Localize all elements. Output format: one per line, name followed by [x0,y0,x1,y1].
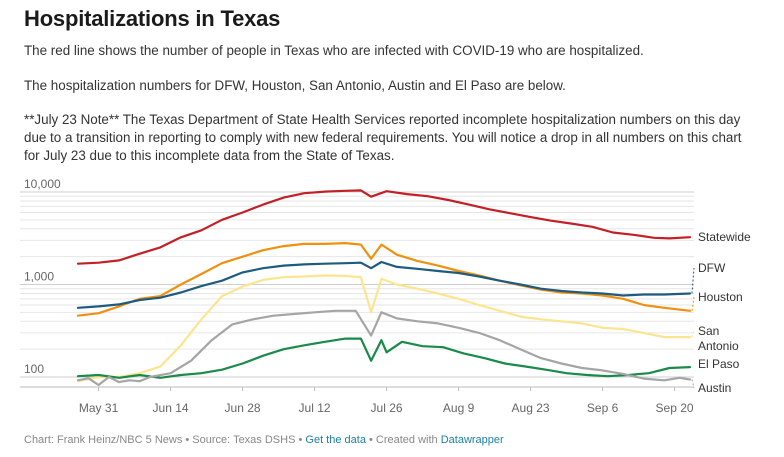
x-tick-label: Sep 20 [656,401,694,415]
series-line-statewide [76,189,692,265]
x-tick-label: Jul 26 [371,401,403,415]
series-label-houston: Houston [698,290,743,304]
series-line-san-antonio [76,274,692,383]
label-leader-san-antonio [691,330,695,338]
series-label-austin: Austin [698,381,731,395]
x-tick-label: Jun 28 [225,401,261,415]
description-paragraph-2: The hospitalization numbers for DFW, Hou… [24,78,566,93]
page-title: Hospitalizations in Texas [24,6,281,31]
series-label-el-paso: El Paso [698,357,740,371]
footer-separator: • [182,434,193,446]
label-leader-dfw [691,267,695,294]
series-line-el-paso [76,337,692,379]
chart-footer: Chart: Frank Heinz/NBC 5 News • Source: … [24,434,504,446]
series-label-statewide: Statewide [698,230,751,244]
created-with-text: Created with [375,434,441,446]
x-tick-label: Aug 23 [512,401,550,415]
get-the-data-link[interactable]: Get the data [305,434,366,446]
chart-credit: Chart: Frank Heinz/NBC 5 News [24,434,183,446]
description-paragraph-1: The red line shows the number of people … [24,43,644,58]
y-tick-label: 1,000 [24,270,54,284]
x-tick-label: Aug 9 [443,401,475,415]
datawrapper-link[interactable]: Datawrapper [440,434,504,446]
series-line-dfw [76,260,692,309]
x-tick-label: Sep 6 [587,401,619,415]
y-tick-label: 10,000 [24,177,61,191]
hospitalization-line-chart: 100 1,000 10,000 May 31 Jun 14 Jun 28 Jul 12 Ju… [20,177,751,415]
series-label-dfw: DFW [698,261,726,275]
description-paragraph-3: **July 23 Note** The Texas Department of… [24,112,742,163]
label-leader-austin [691,379,695,389]
x-tick-label: Jul 12 [299,401,331,415]
x-tick-label: May 31 [79,401,119,415]
footer-separator: • [365,434,376,446]
series-line-austin [76,309,692,387]
chart-source: Source: Texas DSHS [192,434,296,446]
footer-separator: • [295,434,306,446]
x-tick-label: Jun 14 [153,401,189,415]
series-label-san-antonio: San Antonio [698,324,739,353]
y-tick-label: 100 [24,362,44,376]
